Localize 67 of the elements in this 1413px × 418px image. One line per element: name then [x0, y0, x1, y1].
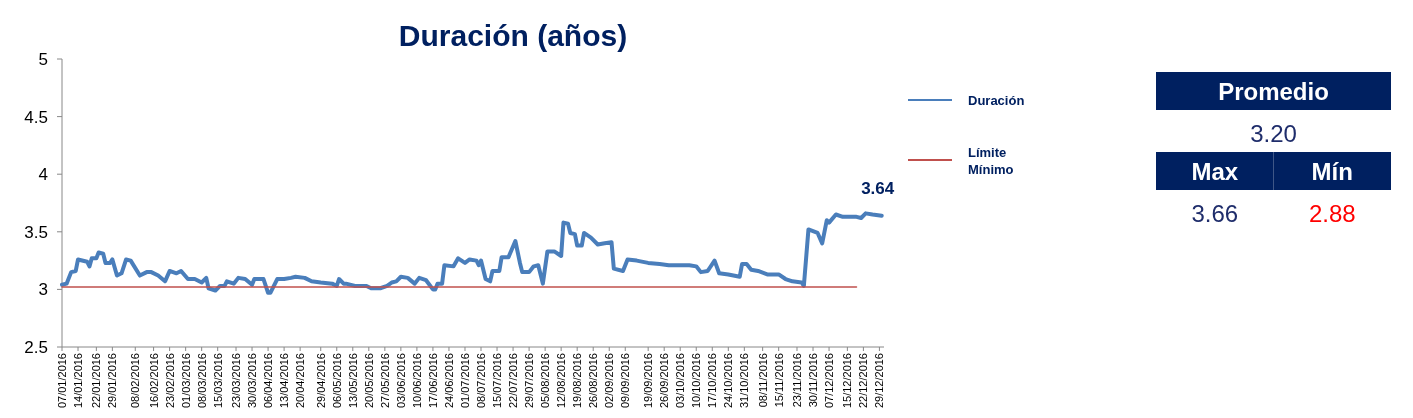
y-tick-label: 4 — [38, 165, 48, 185]
x-tick-label: 29/07/2016 — [523, 353, 536, 409]
x-tick-label: 22/01/2016 — [90, 353, 103, 409]
x-tick-label: 22/12/2016 — [857, 353, 870, 409]
x-tick-label: 19/08/2016 — [571, 353, 584, 409]
annotation: 3.64 — [861, 178, 895, 198]
category-label: Promedio — [1218, 78, 1329, 105]
x-tick-label: 01/03/2016 — [179, 353, 192, 409]
category-label: Max — [1191, 158, 1239, 185]
x-tick-label: 22/07/2016 — [507, 353, 520, 409]
x-tick-label: 12/08/2016 — [555, 353, 568, 409]
x-tick-label: 13/05/2016 — [346, 353, 359, 409]
x-tick-label: 08/07/2016 — [475, 353, 488, 409]
x-tick-label: 16/02/2016 — [147, 353, 160, 409]
text: 3.20 — [1250, 120, 1297, 147]
x-tick-label: 15/11/2016 — [772, 353, 785, 408]
x-tick-label: 29/04/2016 — [314, 353, 327, 409]
text: 3.66 — [1191, 200, 1239, 227]
x-tick-label: 02/09/2016 — [603, 353, 616, 409]
category-label: Mín — [1311, 158, 1353, 185]
x-tick-label: 01/07/2016 — [458, 353, 471, 409]
x-tick-label: 08/11/2016 — [756, 353, 769, 408]
x-tick-label: 17/10/2016 — [706, 353, 719, 409]
x-tick-label: 03/10/2016 — [674, 353, 687, 409]
x-tick-label: 10/10/2016 — [690, 353, 703, 409]
x-tick-label: 05/08/2016 — [539, 353, 552, 409]
x-tick-label: 30/03/2016 — [246, 353, 259, 409]
x-tick-label: 29/01/2016 — [106, 353, 119, 409]
y-tick-label: 3 — [38, 280, 48, 300]
chart-title: Duración (años) — [398, 19, 628, 52]
y-tick-label: 4.5 — [24, 107, 48, 127]
x-tick-label: 27/05/2016 — [378, 353, 391, 409]
x-tick-label: 09/09/2016 — [619, 353, 632, 409]
x-tick-label: 07/01/2016 — [56, 353, 68, 409]
x-tick-label: 03/06/2016 — [394, 353, 407, 409]
x-tick-label: 15/03/2016 — [211, 353, 224, 409]
x-tick-label: 15/12/2016 — [841, 353, 854, 409]
y-tick-label: 5 — [38, 50, 48, 69]
legend-label: Duración — [968, 93, 1025, 108]
line-series — [60, 211, 884, 295]
x-tick-label: 08/03/2016 — [195, 353, 208, 409]
x-tick-label: 06/05/2016 — [330, 353, 343, 409]
x-tick-label: 15/07/2016 — [491, 353, 504, 409]
x-tick-label: 26/09/2016 — [658, 353, 671, 409]
x-tick-label: 23/11/2016 — [790, 353, 803, 408]
text: 2.88 — [1308, 200, 1356, 227]
x-tick-label: 19/09/2016 — [642, 353, 655, 409]
x-tick-label: 17/06/2016 — [426, 353, 439, 409]
x-tick-label: 13/04/2016 — [278, 353, 291, 409]
x-tick-label: 26/08/2016 — [587, 353, 600, 409]
x-tick-label: 24/10/2016 — [722, 353, 735, 409]
x-tick-label: 20/04/2016 — [294, 353, 307, 409]
y-tick-label: 3.5 — [24, 222, 48, 242]
x-tick-label: 14/01/2016 — [72, 353, 85, 409]
x-tick-label: 23/03/2016 — [230, 353, 243, 409]
x-tick-label: 29/12/2016 — [873, 353, 886, 409]
x-tick-label: 23/02/2016 — [163, 353, 176, 409]
x-tick-label: 10/06/2016 — [410, 353, 423, 409]
x-tick-label: 20/05/2016 — [362, 353, 375, 409]
x-tick-label: 31/10/2016 — [738, 353, 751, 409]
x-tick-label: 30/11/2016 — [807, 353, 820, 408]
x-tick-label: 06/04/2016 — [262, 353, 275, 409]
legend-label: Límite Mínimo — [968, 145, 1014, 177]
x-tick-label: 24/06/2016 — [442, 353, 455, 409]
y-tick-label: 2.5 — [24, 338, 48, 357]
x-tick-label: 07/12/2016 — [823, 353, 836, 409]
x-tick-label: 08/02/2016 — [129, 353, 142, 409]
